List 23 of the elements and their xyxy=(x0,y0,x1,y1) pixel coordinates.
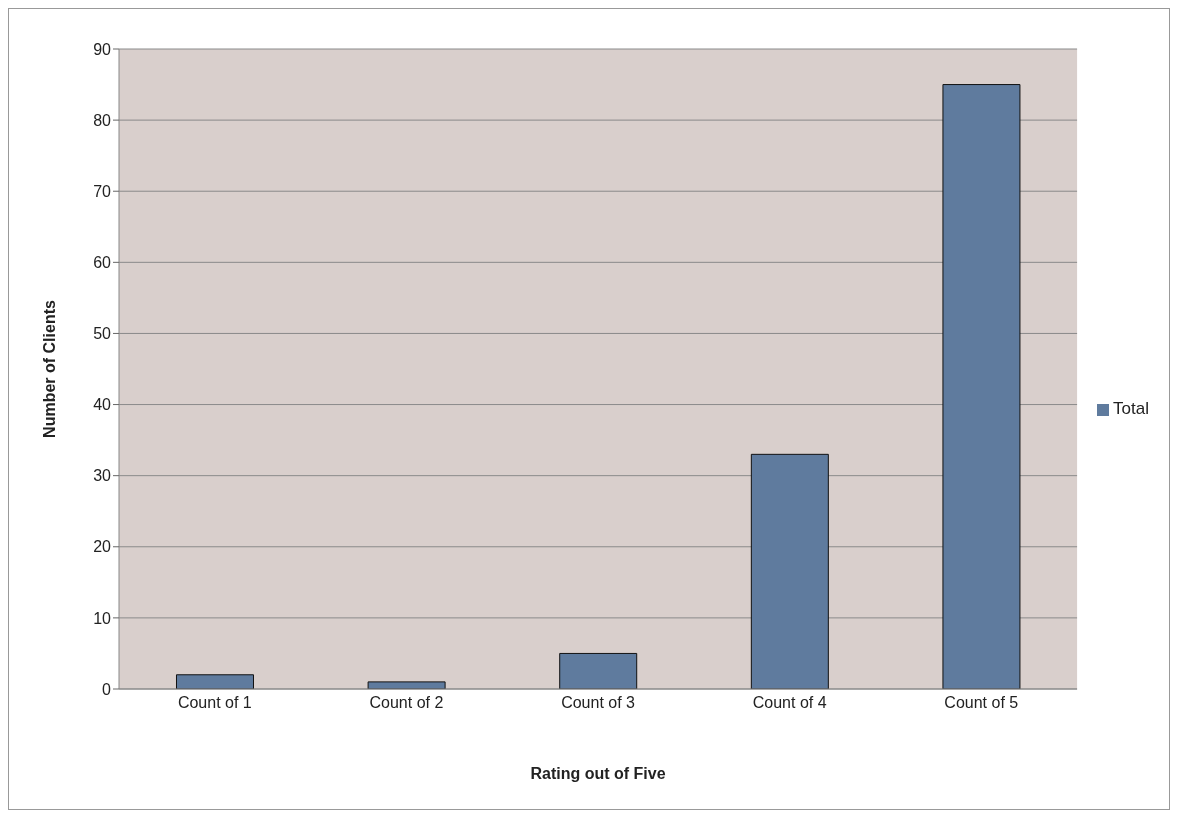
x-tick-label: Count of 1 xyxy=(177,694,252,712)
x-axis-title: Rating out of Five xyxy=(530,765,666,782)
bar xyxy=(367,681,446,689)
y-tick-label: 40 xyxy=(93,396,112,414)
y-tick-label: 80 xyxy=(93,111,112,129)
y-tick-label: 60 xyxy=(93,254,112,272)
y-tick-label: 10 xyxy=(93,609,112,627)
x-tick-label: Count of 3 xyxy=(561,694,636,712)
legend-label: Total xyxy=(1113,399,1149,418)
y-tick-label: 90 xyxy=(93,40,112,58)
x-tick-label: Count of 5 xyxy=(944,694,1019,712)
x-tick-label: Count of 4 xyxy=(752,694,827,712)
bar xyxy=(750,453,829,689)
bar xyxy=(559,652,638,689)
bar xyxy=(942,84,1021,689)
y-tick-label: 50 xyxy=(93,325,112,343)
x-tick-label: Count of 2 xyxy=(369,694,444,712)
y-axis-title: Number of Clients xyxy=(40,300,58,438)
y-tick-label: 30 xyxy=(93,467,112,485)
y-tick-label: 70 xyxy=(93,182,112,200)
y-tick-label: 0 xyxy=(102,680,112,698)
bar xyxy=(175,674,254,689)
y-tick-label: 20 xyxy=(93,538,112,556)
